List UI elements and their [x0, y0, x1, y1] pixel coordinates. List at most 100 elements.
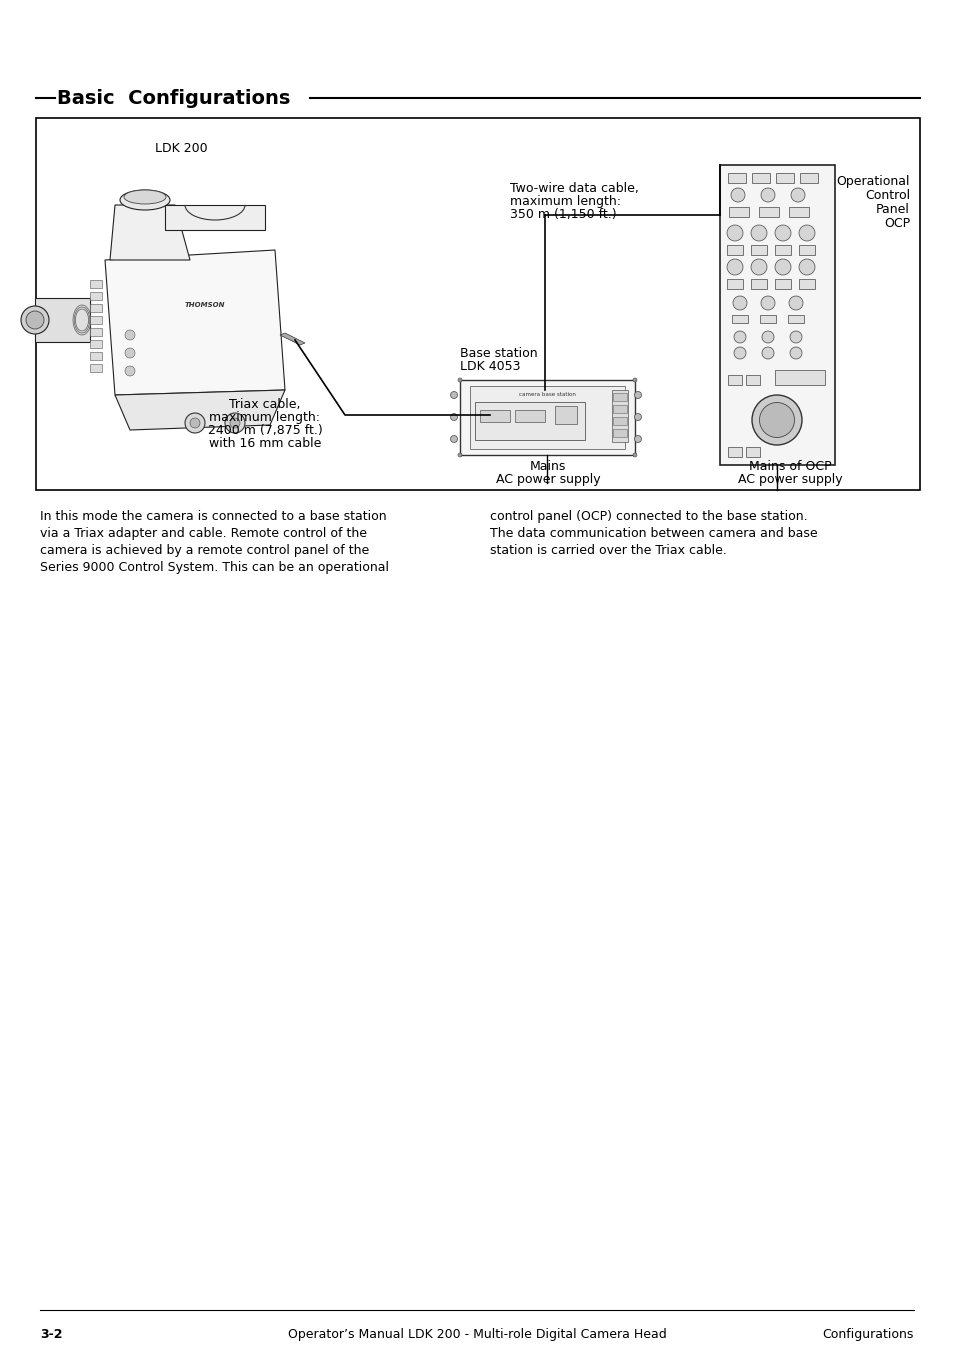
Circle shape — [125, 330, 135, 340]
Circle shape — [761, 347, 773, 359]
Bar — [745, 447, 760, 457]
Bar — [475, 403, 584, 440]
Bar — [479, 409, 510, 422]
Text: Series 9000 Control System. This can be an operational: Series 9000 Control System. This can be … — [40, 561, 389, 574]
Bar — [35, 299, 90, 342]
Bar — [90, 304, 102, 312]
Text: 3-2: 3-2 — [40, 1328, 63, 1342]
Circle shape — [732, 296, 746, 309]
Circle shape — [774, 259, 790, 276]
Circle shape — [774, 226, 790, 240]
Text: Basic  Configurations: Basic Configurations — [57, 89, 290, 108]
Text: via a Triax adapter and cable. Remote control of the: via a Triax adapter and cable. Remote co… — [40, 527, 367, 540]
Bar — [555, 407, 577, 424]
Ellipse shape — [26, 311, 44, 330]
Circle shape — [789, 347, 801, 359]
Bar — [750, 280, 766, 289]
Bar — [799, 280, 814, 289]
Bar — [728, 207, 748, 218]
Text: camera base station: camera base station — [518, 392, 576, 396]
Bar — [774, 245, 790, 255]
Circle shape — [230, 417, 240, 428]
Circle shape — [750, 226, 766, 240]
Text: Mains of OCP: Mains of OCP — [748, 459, 830, 473]
Circle shape — [125, 366, 135, 376]
Text: The data communication between camera and base: The data communication between camera an… — [490, 527, 817, 540]
Bar — [726, 245, 742, 255]
Ellipse shape — [120, 190, 170, 209]
Bar — [90, 280, 102, 288]
Text: maximum length:: maximum length: — [210, 411, 320, 424]
Circle shape — [788, 296, 802, 309]
Text: AC power supply: AC power supply — [737, 473, 841, 486]
Bar — [90, 316, 102, 324]
Bar — [774, 280, 790, 289]
Bar — [90, 353, 102, 359]
Text: control panel (OCP) connected to the base station.: control panel (OCP) connected to the bas… — [490, 509, 807, 523]
Bar — [774, 370, 824, 385]
Circle shape — [633, 378, 637, 382]
Circle shape — [790, 188, 804, 203]
Text: Triax cable,: Triax cable, — [229, 399, 300, 411]
Circle shape — [225, 413, 245, 434]
Polygon shape — [110, 205, 190, 259]
Circle shape — [450, 413, 457, 420]
Bar — [613, 393, 626, 401]
Bar — [459, 380, 635, 455]
Circle shape — [730, 188, 744, 203]
Circle shape — [185, 413, 205, 434]
Bar — [788, 207, 808, 218]
Bar — [613, 430, 626, 436]
Polygon shape — [165, 205, 265, 230]
Ellipse shape — [21, 305, 49, 334]
Circle shape — [457, 453, 461, 457]
Circle shape — [633, 453, 637, 457]
Ellipse shape — [124, 190, 166, 204]
Bar — [731, 315, 747, 323]
Bar — [90, 363, 102, 372]
Text: 350 m (1,150 ft.): 350 m (1,150 ft.) — [510, 208, 616, 222]
Bar — [751, 173, 769, 182]
Circle shape — [450, 392, 457, 399]
Circle shape — [750, 259, 766, 276]
Bar — [90, 292, 102, 300]
Text: Panel: Panel — [875, 203, 909, 216]
Bar — [759, 207, 779, 218]
Bar — [799, 245, 814, 255]
Text: AC power supply: AC power supply — [496, 473, 599, 486]
Bar — [470, 386, 624, 449]
Circle shape — [726, 226, 742, 240]
Text: Operator’s Manual LDK 200 - Multi-role Digital Camera Head: Operator’s Manual LDK 200 - Multi-role D… — [287, 1328, 666, 1342]
Text: THOMSON: THOMSON — [185, 303, 225, 308]
Text: with 16 mm cable: with 16 mm cable — [209, 436, 321, 450]
Bar — [720, 165, 834, 465]
Text: In this mode the camera is connected to a base station: In this mode the camera is connected to … — [40, 509, 386, 523]
Bar — [775, 173, 793, 182]
Text: Mains: Mains — [529, 459, 565, 473]
Bar — [760, 315, 775, 323]
Bar — [612, 390, 627, 442]
Circle shape — [733, 347, 745, 359]
Circle shape — [634, 392, 640, 399]
Circle shape — [634, 435, 640, 443]
Circle shape — [760, 188, 774, 203]
Bar — [613, 405, 626, 413]
Ellipse shape — [759, 403, 794, 438]
Text: LDK 4053: LDK 4053 — [459, 359, 520, 373]
Bar — [745, 376, 760, 385]
Bar — [727, 376, 741, 385]
Circle shape — [190, 417, 200, 428]
Circle shape — [733, 331, 745, 343]
Text: 2400 m (7,875 ft.): 2400 m (7,875 ft.) — [208, 424, 322, 436]
Text: Two-wire data cable,: Two-wire data cable, — [510, 182, 639, 195]
Circle shape — [799, 259, 814, 276]
Polygon shape — [280, 332, 305, 345]
Circle shape — [761, 331, 773, 343]
Text: Control: Control — [864, 189, 909, 203]
Bar — [90, 328, 102, 336]
Text: maximum length:: maximum length: — [510, 195, 620, 208]
Bar — [800, 173, 817, 182]
Circle shape — [726, 259, 742, 276]
Text: Operational: Operational — [836, 176, 909, 188]
Circle shape — [450, 435, 457, 443]
